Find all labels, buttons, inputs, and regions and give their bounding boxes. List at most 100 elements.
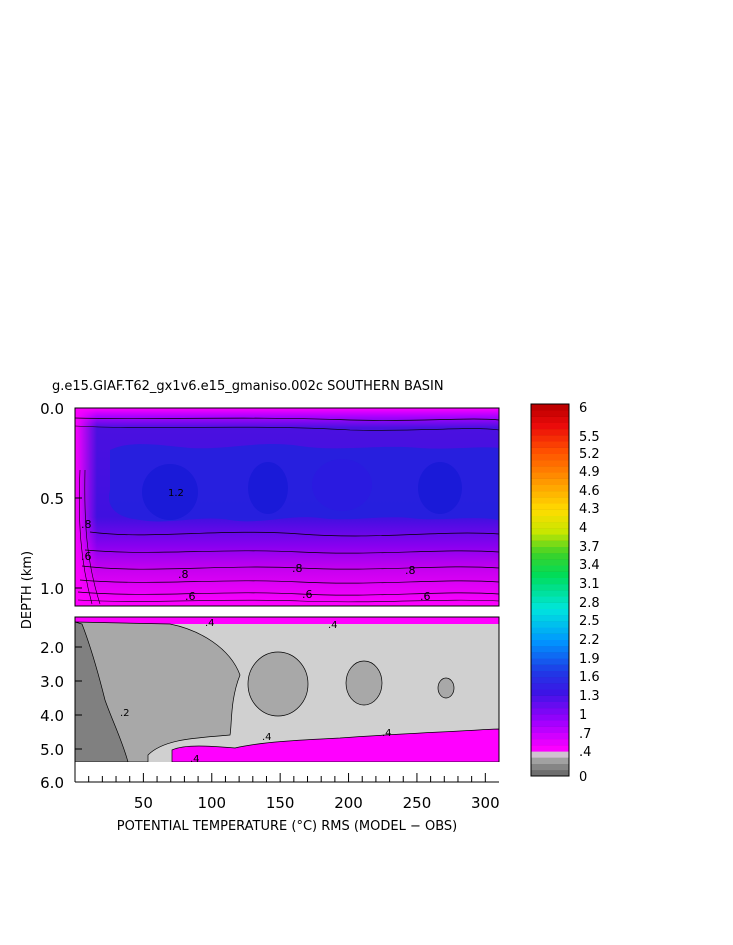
colorbar-swatch — [531, 658, 569, 665]
colorbar-swatch — [531, 590, 569, 597]
colorbar-swatch — [531, 459, 569, 467]
colorbar-label: 3.7 — [579, 540, 600, 555]
colorbar-label: 4.3 — [579, 502, 600, 517]
colorbar-swatch — [531, 602, 569, 609]
x-tick-label: 250 — [403, 794, 432, 812]
colorbar-label: .4 — [579, 745, 591, 760]
colorbar-swatch — [531, 627, 569, 634]
colorbar-swatch — [531, 552, 569, 560]
colorbar-swatch — [531, 546, 569, 554]
colorbar-swatch — [531, 695, 569, 702]
colorbar-swatch — [531, 534, 569, 541]
x-tick-label: 150 — [266, 794, 295, 812]
blue-core-2 — [248, 462, 288, 514]
blue-core-4 — [418, 462, 462, 514]
colorbar-swatch — [531, 633, 569, 640]
colorbar-swatch — [531, 559, 569, 566]
contour-label: 1.2 — [168, 488, 184, 499]
y-tick-label: 0.0 — [40, 400, 64, 418]
colorbar-swatch — [531, 608, 569, 616]
colorbar-swatch — [531, 701, 569, 709]
colorbar-swatch — [531, 528, 569, 535]
colorbar-swatch — [531, 664, 569, 671]
colorbar — [531, 403, 569, 777]
colorbar-label: 2.5 — [579, 614, 600, 629]
contour-label: .6 — [81, 550, 92, 563]
contour-label: .4 — [382, 728, 392, 739]
colorbar-swatch — [531, 683, 569, 690]
colorbar-label: 4.6 — [579, 484, 600, 499]
colorbar-swatch — [531, 652, 569, 659]
contour-line — [89, 531, 499, 537]
contour-line — [77, 599, 499, 603]
colorbar-swatch — [531, 732, 569, 740]
colorbar-swatch — [531, 509, 569, 516]
colorbar-swatch — [531, 447, 569, 454]
colorbar-swatch — [531, 614, 569, 622]
blue-core-1 — [142, 464, 198, 520]
colorbar-swatch — [531, 689, 569, 696]
gray-blob-3 — [437, 677, 455, 699]
lower-panel-frame — [74, 616, 500, 762]
colorbar-swatch — [531, 490, 569, 498]
bottom-magenta-band — [171, 728, 499, 762]
y-tick-label: 3.0 — [40, 673, 64, 691]
colorbar-swatch — [531, 757, 569, 764]
bottom-mask — [75, 762, 499, 782]
y-axis-ticks-lower: 2.0 3.0 4.0 5.0 6.0 — [40, 639, 82, 792]
colorbar-swatch — [531, 726, 569, 733]
colorbar-swatch — [531, 410, 569, 417]
colorbar-label: 1.9 — [579, 652, 600, 667]
colorbar-swatch — [531, 521, 569, 529]
colorbar-swatch — [531, 484, 569, 492]
contour-label: .8 — [405, 564, 416, 577]
colorbar-swatch — [531, 571, 569, 578]
contour-label: .8 — [178, 568, 189, 581]
contour-label: .4 — [262, 732, 272, 743]
surface-contour — [75, 417, 499, 421]
colorbar-swatch — [531, 453, 569, 461]
surface-magenta-band — [75, 617, 499, 624]
colorbar-label: 1 — [579, 708, 587, 723]
gray-blob-2 — [345, 660, 383, 706]
colorbar-swatch — [531, 404, 569, 411]
chart-title: g.e15.GIAF.T62_gx1v6.e15_gmaniso.002c SO… — [52, 379, 444, 394]
contour-label: .4 — [328, 620, 338, 631]
colorbar-swatch — [531, 441, 569, 448]
y-tick-label: 0.5 — [40, 490, 64, 508]
colorbar-label: 4.9 — [579, 465, 600, 480]
colorbar-swatch — [531, 769, 569, 777]
colorbar-label: 6 — [579, 401, 587, 416]
colorbar-label: 2.8 — [579, 596, 600, 611]
upper-panel-plot: .8 .8 .8 .8 .6 .6 .6 .6 1.2 — [75, 408, 499, 606]
contour-label: .6 — [420, 590, 431, 603]
colorbar-label: 3.4 — [579, 558, 600, 573]
contour-label: .4 — [190, 754, 200, 765]
colorbar-swatch — [531, 503, 569, 510]
y-axis-ticks-upper: 0.0 0.5 1.0 — [40, 400, 82, 598]
colorbar-label: 3.1 — [579, 577, 600, 592]
colorbar-label: .7 — [579, 727, 591, 742]
blue-core-3 — [312, 459, 372, 511]
colorbar-labels: 6 5.5 5.2 4.9 4.6 4.3 4 3.7 3.4 3.1 2.8 2.5 2.2 1.9 1.… — [579, 401, 600, 785]
dark-gray-region — [75, 621, 129, 762]
upper-left-boundary — [75, 408, 97, 606]
blue-core-region — [109, 444, 499, 522]
colorbar-label: 1.6 — [579, 670, 600, 685]
x-tick-label: 50 — [134, 794, 153, 812]
upper-panel-frame — [74, 407, 500, 607]
colorbar-swatch — [531, 639, 569, 647]
y-tick-label: 6.0 — [40, 774, 64, 792]
contour-label: .4 — [205, 618, 215, 629]
colorbar-swatch — [531, 515, 569, 523]
contour-line — [77, 591, 499, 596]
x-axis-ticks: 50 100 150 200 250 300 — [88, 773, 500, 812]
colorbar-swatch — [531, 577, 569, 585]
colorbar-swatch — [531, 466, 569, 473]
colorbar-swatch — [531, 645, 569, 653]
colorbar-label: 4 — [579, 521, 587, 536]
x-tick-label: 200 — [334, 794, 363, 812]
left-contour — [84, 469, 101, 605]
contour-label: .6 — [302, 588, 313, 601]
colorbar-swatch — [531, 478, 569, 485]
